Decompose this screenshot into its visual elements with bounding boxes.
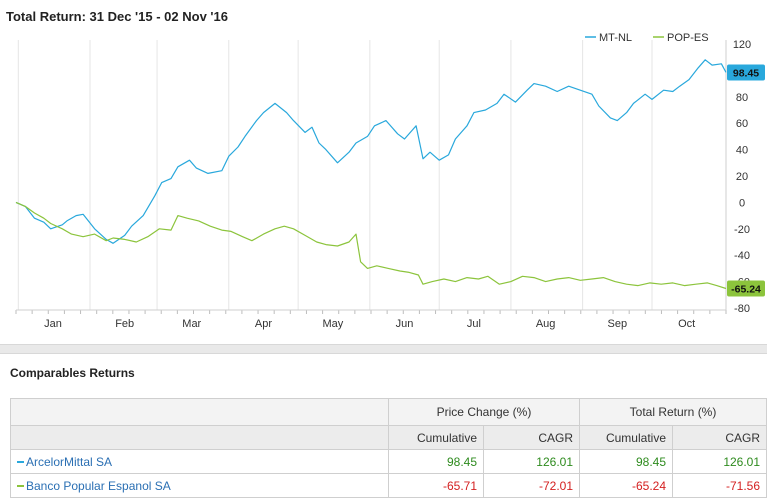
value-cell: -65.71: [388, 473, 484, 498]
value-cell: 126.01: [483, 449, 580, 474]
series-line-mt-nl: [15, 59, 727, 244]
table-sub-header-row: Cumulative CAGR Cumulative CAGR: [10, 425, 767, 450]
table-corner-cell: [10, 398, 389, 426]
end-value-badge: [727, 64, 765, 81]
y-tick-label: 20: [736, 171, 748, 183]
section-divider: [0, 344, 767, 354]
legend-label: POP-ES: [667, 32, 709, 44]
y-tick-label: -40: [734, 250, 750, 262]
total-cumulative-header: Cumulative: [579, 425, 673, 450]
company-link-banco-popular[interactable]: Banco Popular Espanol SA: [10, 473, 389, 498]
table-name-header-cell: [10, 425, 389, 450]
price-cagr-header: CAGR: [483, 425, 580, 450]
end-value-badge: [727, 280, 765, 297]
x-tick-label: Sep: [608, 318, 628, 330]
comparables-table: Price Change (%) Total Return (%) Cumula…: [10, 398, 767, 498]
y-tick-label: -20: [734, 224, 750, 236]
table-group-header-row: Price Change (%) Total Return (%): [10, 398, 767, 426]
x-tick-label: Jan: [44, 318, 62, 330]
value-cell: -71.56: [671, 473, 767, 498]
value-cell: -65.24: [579, 473, 673, 498]
table-row: ArcelorMittal SA 98.45 126.01 98.45 126.…: [10, 449, 767, 474]
value-cell: 126.01: [671, 449, 767, 474]
x-tick-label: Feb: [115, 318, 134, 330]
total-return-header: Total Return (%): [578, 398, 767, 426]
y-tick-label: -80: [734, 303, 750, 315]
x-tick-label: Jun: [396, 318, 414, 330]
x-tick-label: Jul: [467, 318, 481, 330]
value-cell: -72.01: [483, 473, 580, 498]
series-color-marker: [17, 485, 24, 488]
y-tick-label: 120: [733, 39, 751, 51]
series-color-marker: [17, 461, 24, 464]
x-tick-label: Apr: [255, 318, 272, 330]
value-cell: 98.45: [579, 449, 673, 474]
price-change-header: Price Change (%): [388, 398, 580, 426]
total-return-chart: JanFebMarAprMayJunJulAugSepOct1201008060…: [15, 32, 765, 330]
y-tick-label: 40: [736, 145, 748, 157]
price-cumulative-header: Cumulative: [388, 425, 484, 450]
y-tick-label: 80: [736, 92, 748, 104]
y-tick-label: 0: [739, 197, 745, 209]
end-value-label: 98.45: [733, 67, 759, 79]
company-link-arcelormittal[interactable]: ArcelorMittal SA: [10, 449, 389, 474]
company-name: ArcelorMittal SA: [26, 454, 113, 469]
x-tick-label: May: [322, 318, 343, 330]
x-tick-label: Mar: [182, 318, 201, 330]
chart-title: Total Return: 31 Dec '15 - 02 Nov '16: [6, 9, 228, 24]
x-tick-label: Oct: [678, 318, 695, 330]
y-tick-label: 60: [736, 118, 748, 130]
total-cagr-header: CAGR: [671, 425, 767, 450]
comparables-heading: Comparables Returns: [10, 366, 135, 380]
value-cell: 98.45: [388, 449, 484, 474]
x-tick-label: Aug: [536, 318, 556, 330]
table-row: Banco Popular Espanol SA -65.71 -72.01 -…: [10, 473, 767, 498]
series-line-pop-es: [15, 201, 727, 290]
legend-label: MT-NL: [599, 32, 632, 44]
company-name: Banco Popular Espanol SA: [26, 478, 171, 493]
end-value-label: -65.24: [731, 284, 761, 296]
